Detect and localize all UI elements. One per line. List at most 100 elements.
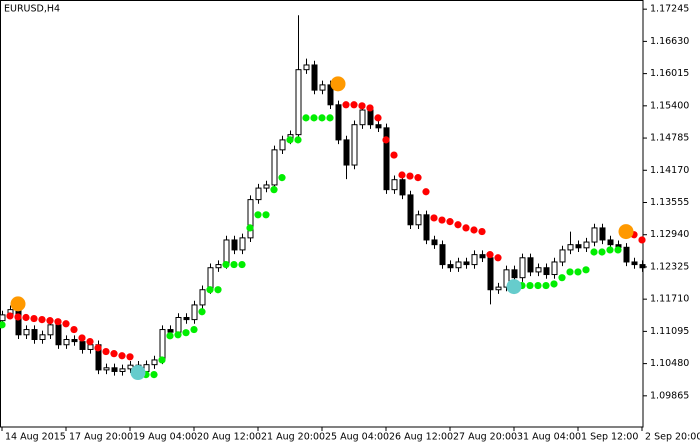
indicator-dot	[318, 114, 326, 122]
candle-body	[279, 139, 286, 151]
indicator-dot	[70, 325, 78, 334]
candle-body	[247, 199, 254, 239]
indicator-dot	[102, 347, 110, 356]
candle-body	[399, 179, 406, 196]
y-tick-label: 1.12325	[650, 261, 689, 272]
indicator-dot	[94, 344, 102, 352]
candle-body	[87, 344, 94, 350]
candle-body	[407, 194, 414, 226]
indicator-dot	[302, 114, 310, 122]
candle-body	[495, 286, 502, 291]
indicator-dot	[582, 266, 590, 274]
candle-body	[263, 184, 270, 189]
indicator-dot	[430, 214, 438, 222]
candle-body	[159, 329, 166, 361]
indicator-dot	[190, 325, 198, 334]
indicator-dot	[0, 321, 6, 329]
y-tick-label: 1.13555	[650, 197, 689, 208]
candle-body	[359, 109, 366, 126]
y-tick-label: 1.10480	[650, 358, 689, 369]
candle-body	[111, 367, 118, 372]
indicator-dot	[470, 226, 478, 234]
signal-dot	[10, 296, 26, 312]
candle-body	[455, 261, 462, 269]
indicator-dot	[286, 136, 294, 144]
indicator-dot	[126, 353, 134, 361]
indicator-dot	[22, 313, 30, 322]
x-tick-label: 14 Aug 2015	[5, 432, 66, 443]
y-tick-label: 1.14785	[650, 133, 689, 144]
candle-body	[559, 249, 566, 263]
candle-body	[103, 367, 110, 371]
candle-body	[303, 64, 310, 71]
plot-frame	[0, 0, 644, 428]
indicator-dot	[350, 101, 358, 109]
indicator-dot	[414, 174, 422, 182]
indicator-dot	[326, 114, 334, 122]
indicator-dot	[238, 260, 246, 269]
indicator-dot	[558, 274, 566, 282]
signal-dot	[506, 279, 522, 295]
x-tick-label: 2 Sep 20:00	[645, 432, 700, 443]
candle-body	[391, 179, 398, 191]
candle-body	[63, 339, 70, 346]
y-tick-label: 1.11710	[650, 294, 689, 305]
indicator-dot	[62, 320, 70, 328]
candle-body	[543, 267, 550, 276]
candle-body	[383, 127, 390, 191]
candle-body	[175, 316, 182, 333]
indicator-dot	[478, 227, 486, 236]
candle-body	[79, 341, 86, 350]
indicator-dot	[390, 151, 398, 159]
candle-body	[535, 267, 542, 273]
x-tick-label: 1 Sep 12:00	[581, 432, 638, 443]
indicator-dot	[406, 172, 414, 180]
indicator-dot	[310, 114, 318, 122]
candle-body	[255, 187, 262, 201]
y-tick-label: 1.17245	[650, 4, 689, 15]
candle-body	[567, 244, 574, 251]
y-tick-label: 1.11095	[650, 326, 689, 337]
x-tick-label: 20 Aug 12:00	[197, 432, 261, 443]
x-tick-label: 17 Aug 20:00	[69, 432, 133, 443]
candle-body	[607, 239, 614, 246]
indicator-dot	[534, 281, 542, 290]
candle-body	[375, 124, 382, 129]
indicator-dot	[214, 286, 222, 294]
indicator-dot	[14, 313, 22, 321]
candle-body	[479, 254, 486, 259]
candle-body	[47, 324, 54, 336]
x-tick-label: 25 Aug 04:00	[325, 432, 389, 443]
indicator-dot	[78, 334, 86, 342]
candle-body	[367, 109, 374, 126]
y-tick-label: 1.16630	[650, 36, 689, 47]
indicator-dot	[526, 281, 534, 290]
signal-dot	[130, 365, 146, 381]
indicator-dot	[158, 356, 166, 364]
candle-body	[311, 64, 318, 91]
indicator-dot	[254, 211, 262, 219]
candle-body	[343, 139, 350, 166]
indicator-dot	[182, 329, 190, 337]
candle-body	[239, 237, 246, 251]
indicator-dot	[46, 317, 54, 325]
candle-body	[439, 244, 446, 266]
indicator-dot	[118, 352, 126, 360]
y-tick-label: 1.09865	[650, 390, 689, 401]
candle-body	[471, 254, 478, 266]
indicator-dot	[574, 268, 582, 276]
y-tick-label: 1.16015	[650, 68, 689, 79]
candle-body	[151, 359, 158, 366]
x-tick-label: 19 Aug 04:00	[133, 432, 197, 443]
candle-body	[583, 241, 590, 249]
signal-dot	[618, 224, 634, 240]
indicator-dot	[38, 315, 46, 324]
x-tick-label: 31 Aug 04:00	[517, 432, 581, 443]
candle-body	[551, 261, 558, 276]
candle-body	[231, 239, 238, 251]
indicator-dot	[294, 136, 302, 144]
indicator-dot	[494, 254, 502, 262]
indicator-dot	[422, 188, 430, 196]
indicator-dot	[246, 224, 254, 232]
